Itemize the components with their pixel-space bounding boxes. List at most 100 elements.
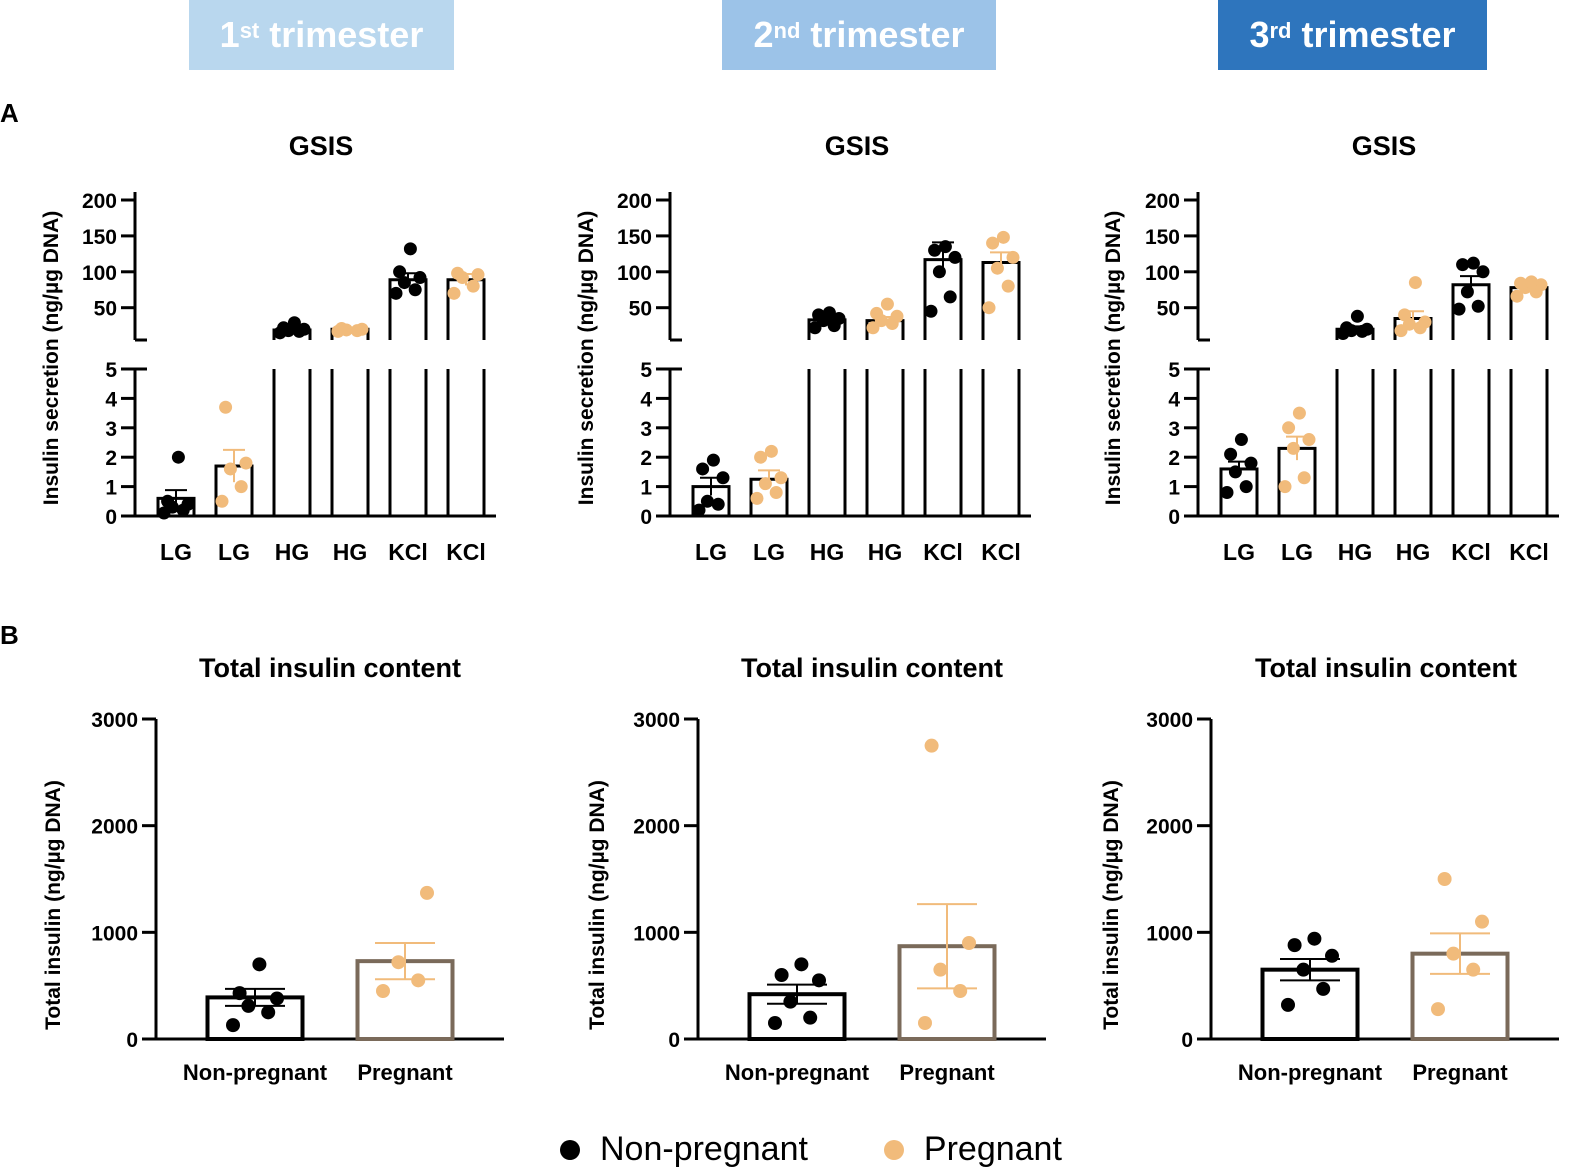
y-tick-label: 4: [105, 388, 117, 411]
legend-label-pregnant: Pregnant: [923, 1130, 1062, 1168]
x-tick-label: HG: [1338, 539, 1373, 565]
data-point: [241, 998, 256, 1013]
data-point: [403, 242, 417, 256]
y-tick-label: 150: [1145, 226, 1180, 249]
data-point: [408, 283, 422, 297]
data-point: [982, 301, 996, 315]
data-point: [466, 279, 480, 293]
data-point: [1475, 914, 1489, 929]
data-point: [1296, 962, 1311, 977]
data-point: [1001, 279, 1015, 293]
data-point: [832, 311, 846, 325]
x-tick-label: KCl: [981, 539, 1021, 565]
y-tick-label: 1000: [91, 922, 138, 945]
y-tick-label: 5: [640, 359, 652, 382]
data-point: [1287, 938, 1302, 953]
data-point: [1452, 302, 1466, 316]
data-point: [1466, 256, 1480, 270]
data-point: [996, 230, 1010, 244]
data-point: [932, 265, 946, 279]
x-tick-label: LG: [1281, 539, 1313, 565]
header-sup: rd: [1269, 18, 1292, 43]
y-axis-label: Insulin secretion (ng/µg DNA): [1102, 211, 1125, 505]
data-point: [692, 503, 706, 517]
data-point: [223, 462, 237, 476]
y-tick-label: 0: [668, 1029, 680, 1052]
data-point: [1398, 308, 1412, 322]
y-tick-label: 5: [1168, 359, 1180, 382]
y-axis-label: Total insulin (ng/µg DNA): [1100, 780, 1123, 1030]
data-point: [1006, 250, 1020, 264]
y-tick-label: 5: [105, 359, 117, 382]
x-tick-label: HG: [333, 539, 368, 565]
y-tick-label: 1: [640, 477, 652, 500]
header-label: trimester: [1301, 14, 1456, 55]
data-point: [948, 250, 962, 264]
data-point: [219, 400, 233, 414]
data-point: [1466, 962, 1481, 977]
data-point: [706, 453, 720, 467]
header-label: trimester: [810, 14, 965, 55]
x-tick-label: Non-pregnant: [183, 1060, 328, 1085]
data-point: [1418, 315, 1432, 329]
y-axis-label: Insulin secretion (ng/µg DNA): [40, 211, 63, 505]
data-point: [1297, 471, 1311, 485]
legend-dot-pregnant: [883, 1139, 904, 1160]
data-point: [376, 984, 390, 998]
data-point: [794, 957, 809, 972]
data-point: [774, 968, 789, 982]
x-tick-label: HG: [868, 539, 903, 565]
chart-title: Total insulin content: [1255, 653, 1517, 683]
data-point: [1244, 456, 1258, 470]
y-tick-label: 50: [1157, 298, 1180, 321]
data-point: [447, 286, 461, 300]
data-point: [924, 738, 939, 753]
data-point: [1471, 299, 1485, 313]
y-tick-label: 100: [617, 262, 652, 285]
data-point: [803, 1010, 818, 1025]
data-point: [1350, 309, 1364, 323]
data-point: [355, 322, 369, 336]
data-point: [812, 308, 826, 322]
data-point: [270, 991, 284, 1006]
header-label: trimester: [269, 14, 424, 55]
data-point: [1307, 931, 1322, 946]
data-point: [990, 261, 1004, 275]
y-tick-label: 100: [1145, 262, 1180, 285]
y-tick-label: 3: [640, 418, 652, 441]
data-point: [471, 268, 485, 282]
x-tick-label: Pregnant: [899, 1060, 995, 1085]
data-point: [938, 240, 952, 254]
data-point: [1292, 406, 1306, 420]
data-point: [1514, 276, 1528, 290]
x-tick-label: Pregnant: [1412, 1060, 1508, 1085]
y-tick-label: 0: [1168, 506, 1180, 529]
data-point: [297, 322, 311, 336]
y-tick-label: 2: [105, 447, 117, 470]
x-tick-label: LG: [160, 539, 192, 565]
data-point: [1340, 321, 1354, 335]
header-sup: nd: [773, 18, 801, 43]
y-tick-label: 4: [1168, 388, 1180, 411]
data-point: [1281, 997, 1295, 1012]
data-point: [239, 456, 253, 470]
data-point: [822, 306, 836, 320]
y-tick-label: 2: [1168, 447, 1180, 470]
data-point: [234, 480, 248, 494]
data-point: [880, 297, 894, 311]
x-tick-label: LG: [218, 539, 250, 565]
data-point: [397, 276, 411, 290]
data-point: [413, 271, 427, 285]
data-point: [335, 322, 349, 336]
y-tick-label: 1000: [633, 922, 680, 945]
x-tick-label: HG: [810, 539, 845, 565]
legend-item-non-pregnant: Non-pregnant: [560, 1130, 808, 1169]
data-point: [232, 986, 247, 1001]
x-tick-label: Non-pregnant: [1238, 1060, 1383, 1085]
panel-label-a: A: [0, 98, 19, 128]
y-tick-label: 0: [126, 1029, 138, 1052]
y-axis-label: Insulin secretion (ng/µg DNA): [575, 211, 598, 505]
data-point: [812, 973, 826, 988]
y-tick-label: 200: [1145, 190, 1180, 213]
